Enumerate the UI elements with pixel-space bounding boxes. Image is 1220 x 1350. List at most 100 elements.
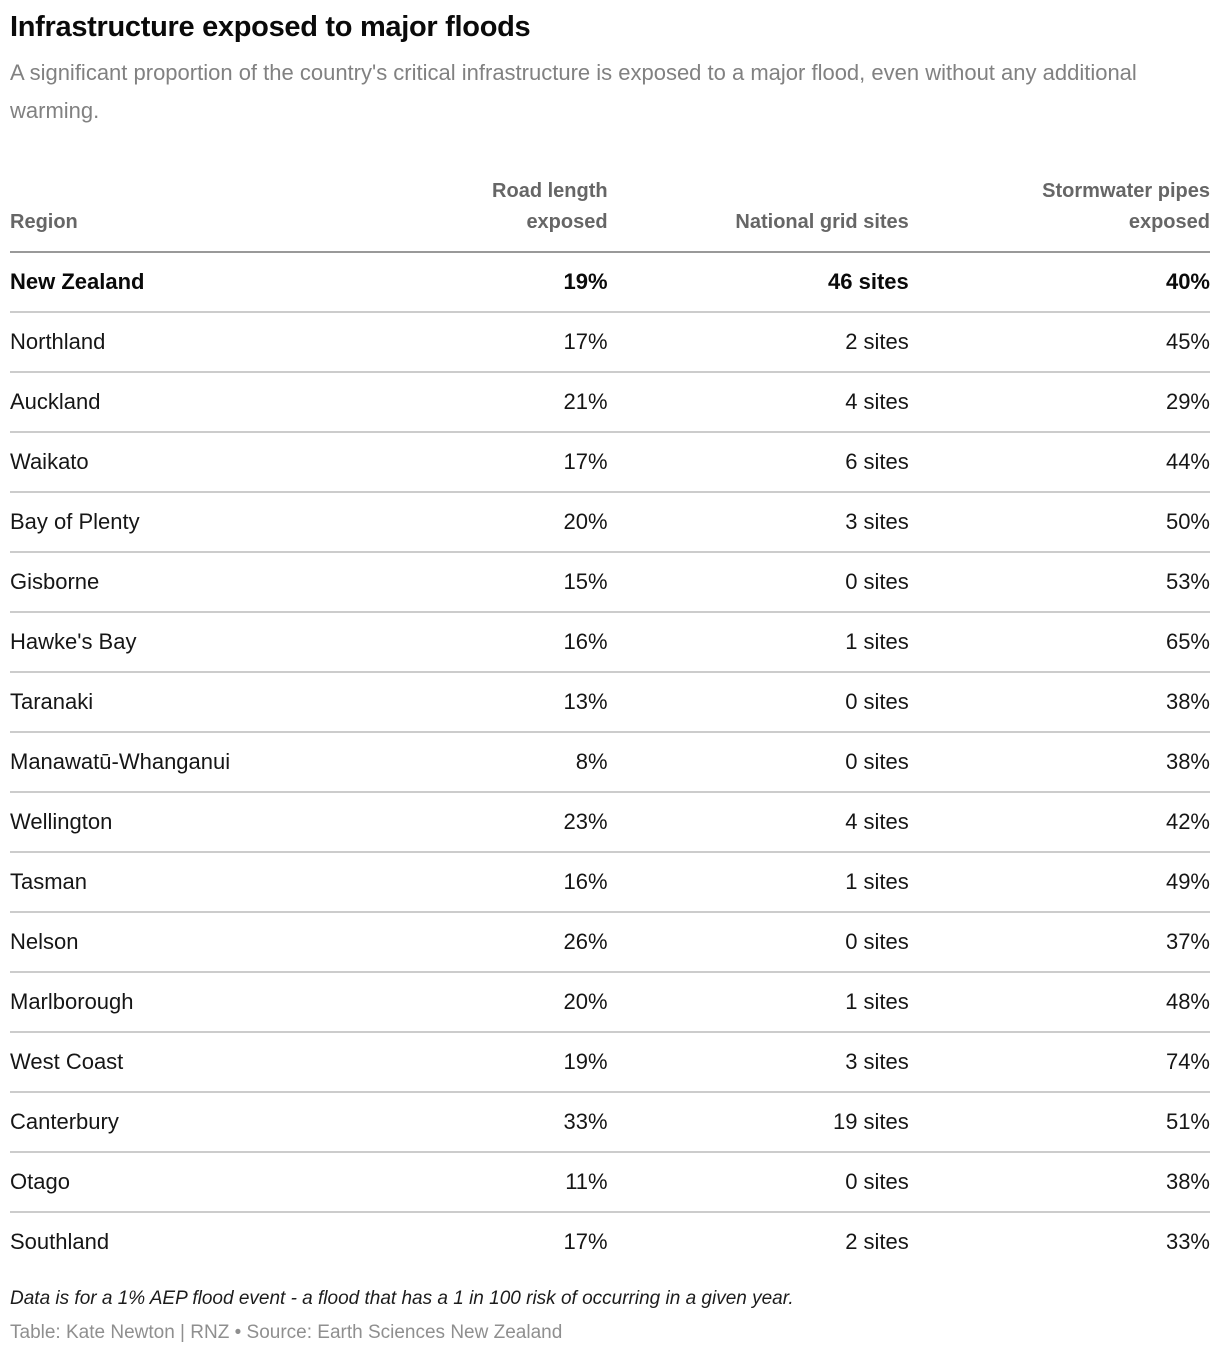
table-row: Hawke's Bay 16% 1 sites 65% xyxy=(10,612,1210,673)
road-length-cell: 21% xyxy=(316,372,608,433)
table-row: Taranaki 13% 0 sites 38% xyxy=(10,672,1210,733)
grid-sites-cell: 46 sites xyxy=(607,252,909,313)
grid-sites-cell: 6 sites xyxy=(607,432,909,493)
footnote: Data is for a 1% AEP flood event - a flo… xyxy=(10,1288,794,1309)
road-length-cell: 15% xyxy=(316,552,608,613)
table-row: Northland 17% 2 sites 45% xyxy=(10,312,1210,373)
page-subtitle: A significant proportion of the country'… xyxy=(10,60,1137,123)
stormwater-cell: 53% xyxy=(908,552,1210,613)
table-header: Region Road length exposed National grid… xyxy=(10,176,1210,253)
column-header-stormwater-label: Stormwater pipes exposed xyxy=(1042,180,1210,233)
table-body: New Zealand 19% 46 sites 40% Northland 1… xyxy=(10,252,1210,1271)
grid-sites-cell: 3 sites xyxy=(607,1032,909,1093)
table-row: Gisborne 15% 0 sites 53% xyxy=(10,552,1210,613)
region-cell: Northland xyxy=(10,312,316,373)
grid-sites-cell: 1 sites xyxy=(607,612,909,673)
grid-sites-cell: 2 sites xyxy=(845,1229,909,1254)
table-row: Auckland 21% 4 sites 29% xyxy=(10,372,1210,433)
grid-sites-cell: 3 sites xyxy=(607,492,909,553)
column-header-region-label: Region xyxy=(10,211,78,233)
infrastructure-table: Region Road length exposed National grid… xyxy=(10,176,1210,1271)
column-header-grid-sites-label: National grid sites xyxy=(735,211,909,233)
table-row: West Coast 19% 3 sites 74% xyxy=(10,1032,1210,1093)
grid-sites-cell: 2 sites xyxy=(607,312,909,373)
region-cell: Gisborne xyxy=(10,552,316,613)
stormwater-cell: 48% xyxy=(908,972,1210,1033)
road-length-cell: 23% xyxy=(316,792,608,853)
table-row: Wellington 23% 4 sites 42% xyxy=(10,792,1210,853)
table-row: Tasman 16% 1 sites 49% xyxy=(10,852,1210,913)
road-length-cell: 19% xyxy=(316,252,608,313)
table-row: Waikato 17% 6 sites 44% xyxy=(10,432,1210,493)
road-length-cell: 8% xyxy=(316,732,608,793)
road-length-cell: 13% xyxy=(316,672,608,733)
region-cell: New Zealand xyxy=(10,252,316,313)
grid-sites-cell: 19 sites xyxy=(607,1092,909,1153)
grid-sites-cell: 0 sites xyxy=(607,1152,909,1213)
road-length-cell: 26% xyxy=(316,912,608,973)
region-cell: Wellington xyxy=(10,792,316,853)
stormwater-cell: 37% xyxy=(908,912,1210,973)
credit-line: Table: Kate Newton | RNZ • Source: Earth… xyxy=(10,1322,563,1343)
region-cell: Otago xyxy=(10,1152,316,1213)
road-length-cell: 19% xyxy=(316,1032,608,1093)
table-row: Nelson 26% 0 sites 37% xyxy=(10,912,1210,973)
road-length-cell: 17% xyxy=(563,1229,608,1254)
grid-sites-cell: 4 sites xyxy=(607,372,909,433)
table-row: Marlborough 20% 1 sites 48% xyxy=(10,972,1210,1033)
table-header-row: Region Road length exposed National grid… xyxy=(10,176,1210,253)
road-length-cell: 16% xyxy=(316,612,608,673)
region-cell: Taranaki xyxy=(10,672,316,733)
grid-sites-cell: 0 sites xyxy=(607,672,909,733)
region-cell: Southland xyxy=(10,1229,110,1254)
stormwater-cell: 45% xyxy=(908,312,1210,373)
stormwater-cell: 40% xyxy=(908,252,1210,313)
table-row: Southland 17% 2 sites 33% xyxy=(10,1212,1210,1271)
table-row: Bay of Plenty 20% 3 sites 50% xyxy=(10,492,1210,553)
grid-sites-cell: 4 sites xyxy=(607,792,909,853)
stormwater-cell: 44% xyxy=(908,432,1210,493)
table-row: Canterbury 33% 19 sites 51% xyxy=(10,1092,1210,1153)
grid-sites-cell: 1 sites xyxy=(607,972,909,1033)
stormwater-cell: 33% xyxy=(1165,1229,1210,1254)
grid-sites-cell: 0 sites xyxy=(607,732,909,793)
stormwater-cell: 38% xyxy=(908,672,1210,733)
region-cell: Bay of Plenty xyxy=(10,492,316,553)
region-cell: Hawke's Bay xyxy=(10,612,316,673)
road-length-cell: 20% xyxy=(316,492,608,553)
road-length-cell: 17% xyxy=(316,432,608,493)
region-cell: West Coast xyxy=(10,1032,316,1093)
stormwater-cell: 50% xyxy=(908,492,1210,553)
region-cell: Manawatū-Whanganui xyxy=(10,732,316,793)
road-length-cell: 16% xyxy=(316,852,608,913)
road-length-cell: 33% xyxy=(316,1092,608,1153)
region-cell: Auckland xyxy=(10,372,316,433)
table-row: Otago 11% 0 sites 38% xyxy=(10,1152,1210,1213)
column-header-road-length-label: Road length exposed xyxy=(492,180,608,233)
column-header-stormwater: Stormwater pipes exposed xyxy=(908,176,1210,253)
table-row: Manawatū-Whanganui 8% 0 sites 38% xyxy=(10,732,1210,793)
column-header-grid-sites: National grid sites xyxy=(607,176,909,253)
region-cell: Waikato xyxy=(10,432,316,493)
table-row: New Zealand 19% 46 sites 40% xyxy=(10,252,1210,313)
region-cell: Canterbury xyxy=(10,1092,316,1153)
column-header-road-length: Road length exposed xyxy=(316,176,608,253)
road-length-cell: 17% xyxy=(316,312,608,373)
stormwater-cell: 38% xyxy=(908,1152,1210,1213)
stormwater-cell: 38% xyxy=(908,732,1210,793)
stormwater-cell: 42% xyxy=(908,792,1210,853)
grid-sites-cell: 1 sites xyxy=(607,852,909,913)
region-cell: Marlborough xyxy=(10,972,316,1033)
page-title: Infrastructure exposed to major floods xyxy=(10,11,531,43)
stormwater-cell: 49% xyxy=(908,852,1210,913)
road-length-cell: 20% xyxy=(316,972,608,1033)
grid-sites-cell: 0 sites xyxy=(607,552,909,613)
stormwater-cell: 51% xyxy=(908,1092,1210,1153)
stormwater-cell: 65% xyxy=(908,612,1210,673)
stormwater-cell: 29% xyxy=(908,372,1210,433)
road-length-cell: 11% xyxy=(316,1152,608,1213)
column-header-region: Region xyxy=(10,176,316,253)
grid-sites-cell: 0 sites xyxy=(607,912,909,973)
stormwater-cell: 74% xyxy=(908,1032,1210,1093)
